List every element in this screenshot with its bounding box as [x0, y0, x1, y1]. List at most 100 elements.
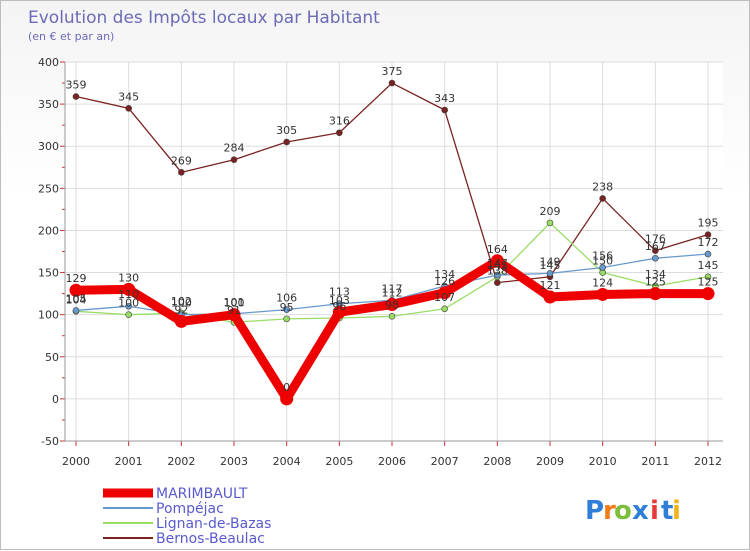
- data-label: 92: [174, 303, 188, 316]
- data-point: [701, 287, 715, 301]
- data-label: 103: [329, 294, 350, 307]
- legend-label: Pompéjac: [156, 501, 224, 517]
- data-label: 316: [329, 115, 350, 128]
- legend-label: Lignan-de-Bazas: [156, 516, 271, 532]
- data-point: [704, 273, 712, 281]
- brand-letter: t: [661, 496, 673, 526]
- data-point: [546, 219, 554, 227]
- data-label: 238: [592, 180, 613, 193]
- data-label: 121: [540, 279, 561, 292]
- data-label: 104: [66, 293, 87, 306]
- data-point: [704, 250, 712, 258]
- x-tick-label: 2002: [167, 455, 195, 468]
- data-label: 107: [434, 291, 455, 304]
- data-point: [388, 79, 396, 87]
- data-label: 149: [540, 255, 561, 268]
- y-tick-label: 350: [38, 98, 59, 111]
- data-label: 164: [487, 243, 508, 256]
- x-tick-label: 2010: [589, 455, 617, 468]
- data-point: [599, 264, 606, 271]
- y-tick-label: -50: [41, 435, 59, 448]
- data-point: [125, 302, 132, 310]
- data-point: [648, 287, 662, 301]
- plot-background: [65, 62, 723, 441]
- data-point: [283, 315, 290, 323]
- y-tick-label: 200: [38, 224, 59, 237]
- data-point: [122, 282, 136, 296]
- data-label: 176: [645, 233, 666, 246]
- data-point: [125, 311, 132, 318]
- data-label: 359: [66, 79, 87, 92]
- y-tick-label: 300: [38, 140, 59, 153]
- data-label: 106: [276, 292, 297, 305]
- data-label: 156: [592, 250, 613, 263]
- data-point: [546, 270, 554, 277]
- data-label: 125: [645, 276, 666, 289]
- data-point: [125, 105, 132, 112]
- legend-label: Bernos-Beaulac: [156, 531, 265, 547]
- legend-label: MARIMBAULT: [156, 486, 248, 502]
- data-label: 138: [487, 265, 508, 278]
- data-point: [230, 156, 238, 163]
- x-tick-label: 2001: [115, 455, 143, 468]
- y-tick-label: 100: [38, 309, 59, 322]
- data-label: 195: [698, 217, 719, 230]
- data-label: 134: [434, 268, 455, 281]
- y-tick-label: 150: [38, 267, 59, 280]
- data-label: 145: [698, 259, 719, 272]
- data-label: 91: [227, 304, 241, 317]
- data-label: 0: [283, 381, 290, 394]
- data-point: [490, 254, 504, 268]
- brand-letter: o: [614, 496, 632, 526]
- data-label: 117: [382, 282, 403, 295]
- data-label: 147: [487, 257, 508, 270]
- data-label: 343: [434, 92, 455, 105]
- data-point: [283, 138, 290, 146]
- data-label: 100: [118, 297, 139, 310]
- data-label: 98: [385, 298, 399, 311]
- data-point: [336, 129, 343, 137]
- x-tick-label: 2012: [694, 455, 722, 468]
- x-tick-label: 2005: [325, 455, 353, 468]
- data-point: [596, 287, 610, 301]
- chart-subtitle: (en € et par an): [28, 30, 114, 43]
- plot-area: -50 0 50 100 150 200 250 300 350 400 2000 2001 2002 2…: [38, 56, 723, 468]
- data-point: [494, 279, 501, 286]
- data-label: 125: [698, 276, 719, 289]
- data-label: 284: [224, 142, 245, 155]
- data-label: 102: [171, 295, 192, 308]
- y-tick-label: 50: [45, 351, 59, 364]
- data-label: 113: [329, 286, 350, 299]
- x-tick-label: 2004: [273, 455, 301, 468]
- data-label: 105: [66, 292, 87, 305]
- data-point: [388, 313, 396, 320]
- data-point: [227, 308, 241, 322]
- data-label: 269: [171, 154, 192, 167]
- data-point: [438, 286, 452, 300]
- data-point: [385, 298, 399, 312]
- data-point: [280, 392, 294, 406]
- data-label: 101: [224, 296, 245, 309]
- data-point: [178, 169, 185, 176]
- data-label: 150: [592, 255, 613, 268]
- data-label: 100: [171, 297, 192, 310]
- data-label: 172: [698, 236, 719, 249]
- brand-letter: i: [672, 496, 681, 526]
- x-tick-label: 2009: [536, 455, 564, 468]
- data-label: 96: [332, 300, 346, 313]
- data-label: 375: [382, 65, 403, 78]
- x-tick-label: 2000: [62, 455, 90, 468]
- chart-title: Evolution des Impôts locaux par Habitant: [28, 8, 380, 28]
- data-label: 305: [276, 124, 297, 137]
- data-point: [494, 271, 501, 279]
- data-point: [283, 306, 290, 313]
- data-point: [599, 195, 606, 202]
- data-point: [174, 314, 188, 328]
- x-tick-label: 2008: [483, 455, 511, 468]
- y-tick-label: 0: [52, 393, 59, 406]
- data-point: [543, 290, 557, 304]
- series-marimbault: [69, 254, 715, 406]
